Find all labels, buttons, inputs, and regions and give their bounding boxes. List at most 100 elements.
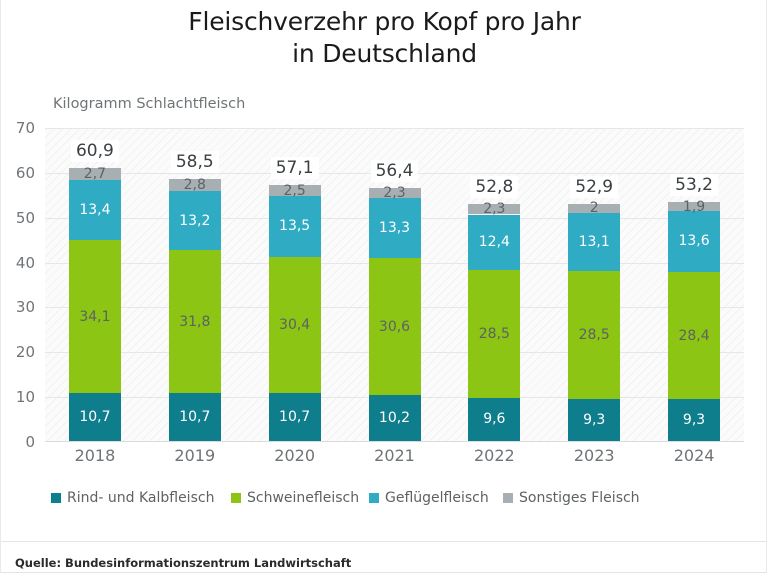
bar-segment[interactable]: 13,6 [668,210,721,272]
bar-column[interactable]: 10,2 30,6 13,3 2,3 56,4 [368,127,421,441]
bar-column[interactable]: 9,3 28,4 13,6 1,9 53,2 [668,127,721,441]
bar-segment-value-label: 13,3 [378,220,411,237]
x-axis-tick-label: 2023 [573,446,615,465]
bar-segment[interactable]: 9,3 [568,399,621,441]
x-axis-tick-label: 2022 [473,446,515,465]
bar-segment[interactable]: 28,5 [468,270,521,398]
bar-segment[interactable]: 2,7 [68,165,121,182]
bar-segment-value-label: 10,7 [279,409,311,425]
bar-segment[interactable]: 2,5 [268,182,321,199]
legend-item[interactable]: Geflügelfleisch [369,490,489,506]
legend-swatch-icon [369,493,379,503]
chart-legend: Rind- und Kalbfleisch Schweinefleisch Gefl… [45,490,744,512]
bar-segment[interactable]: 2,8 [168,178,221,192]
x-axis: 2018 2019 2020 2021 2022 2023 2024 [45,446,744,474]
legend-item-label: Geflügelfleisch [385,490,489,506]
bar-total-label: 60,9 [70,139,119,162]
bar-total-label: 52,9 [570,175,619,198]
legend-item[interactable]: Rind- und Kalbfleisch [51,490,214,506]
bar-segment[interactable]: 13,2 [168,191,221,251]
y-axis-tick-label: 10 [15,388,35,407]
bar-column[interactable]: 10,7 34,1 13,4 2,7 60,9 [68,127,121,441]
bar-segment-value-label: 9,3 [583,412,606,429]
bar-total-label: 58,5 [170,150,219,173]
bar-segment-value-label: 13,4 [79,202,111,218]
y-axis-tick-label: 0 [25,433,35,451]
bar-segment[interactable]: 30,4 [268,256,321,394]
bar-segment[interactable]: 13,5 [268,196,321,257]
bar-total-label: 53,2 [670,174,718,197]
legend-item-label: Schweinefleisch [247,490,360,506]
y-axis-tick-label: 70 [15,119,35,137]
bar-segment[interactable]: 30,6 [368,258,421,396]
bar-segment[interactable]: 12,4 [468,214,521,271]
bar-segment-value-label: 9,6 [483,411,506,428]
chart-subtitle: Kilogramm Schlachtfleisch [53,96,246,112]
footer-divider [1,541,767,542]
bar-segment[interactable]: 2,3 [468,201,521,218]
bar-segment-value-label: 12,4 [478,234,510,251]
x-axis-tick-label: 2020 [274,446,315,465]
gridline [45,128,744,129]
bar-segment-value-label: 2,3 [483,201,506,218]
bar-segment-value-label: 2,5 [283,182,306,199]
bar-segment[interactable]: 10,7 [168,393,221,441]
bar-segment-value-label: 13,6 [678,233,710,250]
bar-segment-value-label: 2,7 [83,165,107,182]
bar-segment[interactable]: 28,5 [568,271,621,400]
bar-segment-value-label: 10,2 [378,410,411,427]
bar-segment-value-label: 30,4 [279,316,311,333]
y-axis-tick-label: 50 [15,208,35,227]
legend-swatch-icon [503,493,513,503]
legend-item-label: Sonstiges Fleisch [519,490,640,506]
bar-segment[interactable]: 2 [568,200,621,217]
bar-column[interactable]: 9,3 28,5 13,1 2 52,9 [568,127,621,441]
bar-segment[interactable]: 31,8 [168,250,221,394]
y-axis-tick-label: 60 [15,163,35,182]
bar-segment[interactable]: 1,9 [668,198,721,215]
bar-segment-value-label: 28,5 [578,327,610,344]
source-note: Quelle: Bundesinformationszentrum Landwi… [15,556,352,570]
bar-segment[interactable]: 10,2 [368,395,421,441]
bar-segment-value-label: 28,5 [478,326,510,343]
legend-item-label: Rind- und Kalbfleisch [67,490,215,506]
bar-segment-value-label: 28,4 [678,327,710,344]
chart-title-line-2: in Deutschland [292,39,477,68]
x-axis-tick-label: 2018 [74,446,116,465]
legend-item[interactable]: Schweinefleisch [231,490,359,506]
x-axis-tick-label: 2024 [673,446,715,465]
y-axis-tick-label: 20 [15,343,35,362]
chart-title: Fleischverzehr pro Kopf pro Jahr in Deut… [1,6,767,70]
bar-column[interactable]: 10,7 30,4 13,5 2,5 57,1 [268,127,321,441]
bar-segment-value-label: 2,3 [383,185,406,202]
bar-segment-value-label: 10,7 [179,409,211,425]
y-axis-tick-label: 40 [15,253,35,272]
bar-total-label: 57,1 [270,156,319,179]
bar-segment[interactable]: 10,7 [268,393,321,441]
bar-column[interactable]: 9,6 28,5 12,4 2,3 52,8 [468,127,521,441]
bar-segment[interactable]: 13,3 [368,198,421,258]
bar-segment[interactable]: 9,3 [668,399,721,441]
bar-segment[interactable]: 13,1 [568,212,621,272]
plot-area: 10,7 34,1 13,4 2,7 60,9 10,7 31,8 13,2 2,8 58,5 10… [45,128,744,442]
bar-segment-value-label: 10,7 [79,409,111,425]
y-axis-tick-label: 30 [15,298,35,317]
chart-title-line-1: Fleischverzehr pro Kopf pro Jahr [188,7,581,36]
bar-segment[interactable]: 2,3 [368,185,421,202]
bar-segment-value-label: 31,8 [179,313,211,330]
bar-column[interactable]: 10,7 31,8 13,2 2,8 58,5 [168,127,221,441]
bar-segment-value-label: 34,1 [79,308,111,325]
bar-segment-value-label: 13,5 [279,218,311,235]
bar-segment[interactable]: 34,1 [68,240,121,394]
bar-segment-value-label: 30,6 [378,318,411,335]
x-axis-tick-label: 2021 [374,446,415,465]
bar-segment[interactable]: 13,4 [68,179,121,241]
bar-segment[interactable]: 9,6 [468,397,521,441]
bar-segment[interactable]: 10,7 [68,393,121,441]
bar-segment-value-label: 2 [589,200,599,217]
legend-item[interactable]: Sonstiges Fleisch [503,490,640,506]
legend-swatch-icon [231,493,241,503]
bar-segment-value-label: 1,9 [682,198,706,215]
bar-segment[interactable]: 28,4 [668,271,721,400]
